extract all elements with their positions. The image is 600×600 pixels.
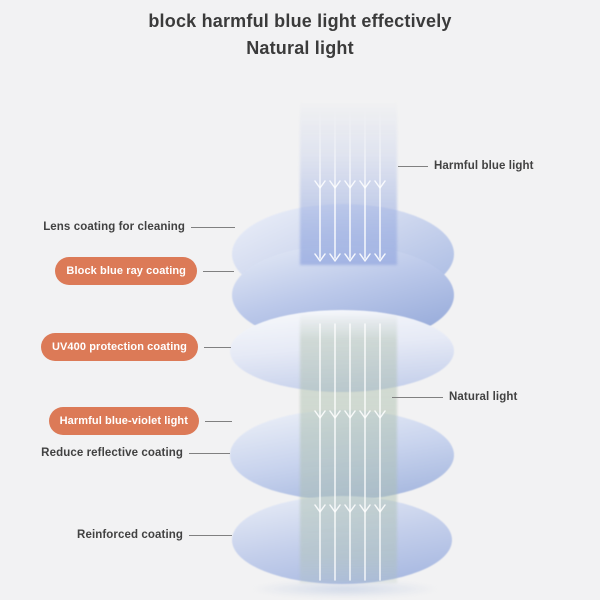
label-lens-coating-for-cleaning: Lens coating for cleaning: [43, 221, 235, 233]
label-text: Lens coating for cleaning: [43, 221, 185, 233]
label-badge: UV400 protection coating: [40, 333, 198, 361]
label-text: Reduce reflective coating: [41, 447, 183, 459]
title-block: block harmful blue light effectively Nat…: [0, 8, 600, 62]
label-block-blue-ray-coating: Block blue ray coating: [55, 257, 234, 285]
label-text: Reinforced coating: [77, 529, 183, 541]
label-harmful-blue-violet-light: Harmful blue-violet light: [48, 407, 232, 435]
label-harmful-blue-light: Harmful blue light: [398, 160, 534, 172]
label-text: Natural light: [449, 391, 518, 403]
connector-line: [189, 534, 232, 536]
label-reinforced-coating: Reinforced coating: [77, 529, 232, 541]
connector-line: [204, 346, 231, 348]
title-line-2: Natural light: [246, 38, 354, 58]
connector-line: [189, 452, 230, 454]
connector-line: [203, 270, 234, 272]
natural-light-beam: [300, 313, 397, 583]
connector-line: [191, 226, 235, 228]
label-uv400-protection-coating: UV400 protection coating: [40, 333, 231, 361]
connector-line: [398, 165, 428, 167]
label-badge: Block blue ray coating: [55, 257, 197, 285]
label-natural-light: Natural light: [392, 391, 517, 403]
harmful-blue-light-beam: [300, 100, 397, 265]
label-text: Harmful blue light: [434, 160, 534, 172]
title-line-1: block harmful blue light effectively: [148, 11, 452, 31]
connector-line: [205, 420, 232, 422]
connector-line: [392, 396, 443, 398]
label-reduce-reflective-coating: Reduce reflective coating: [41, 447, 230, 459]
label-badge: Harmful blue-violet light: [48, 407, 199, 435]
lens-bottom-shadow: [250, 580, 440, 598]
